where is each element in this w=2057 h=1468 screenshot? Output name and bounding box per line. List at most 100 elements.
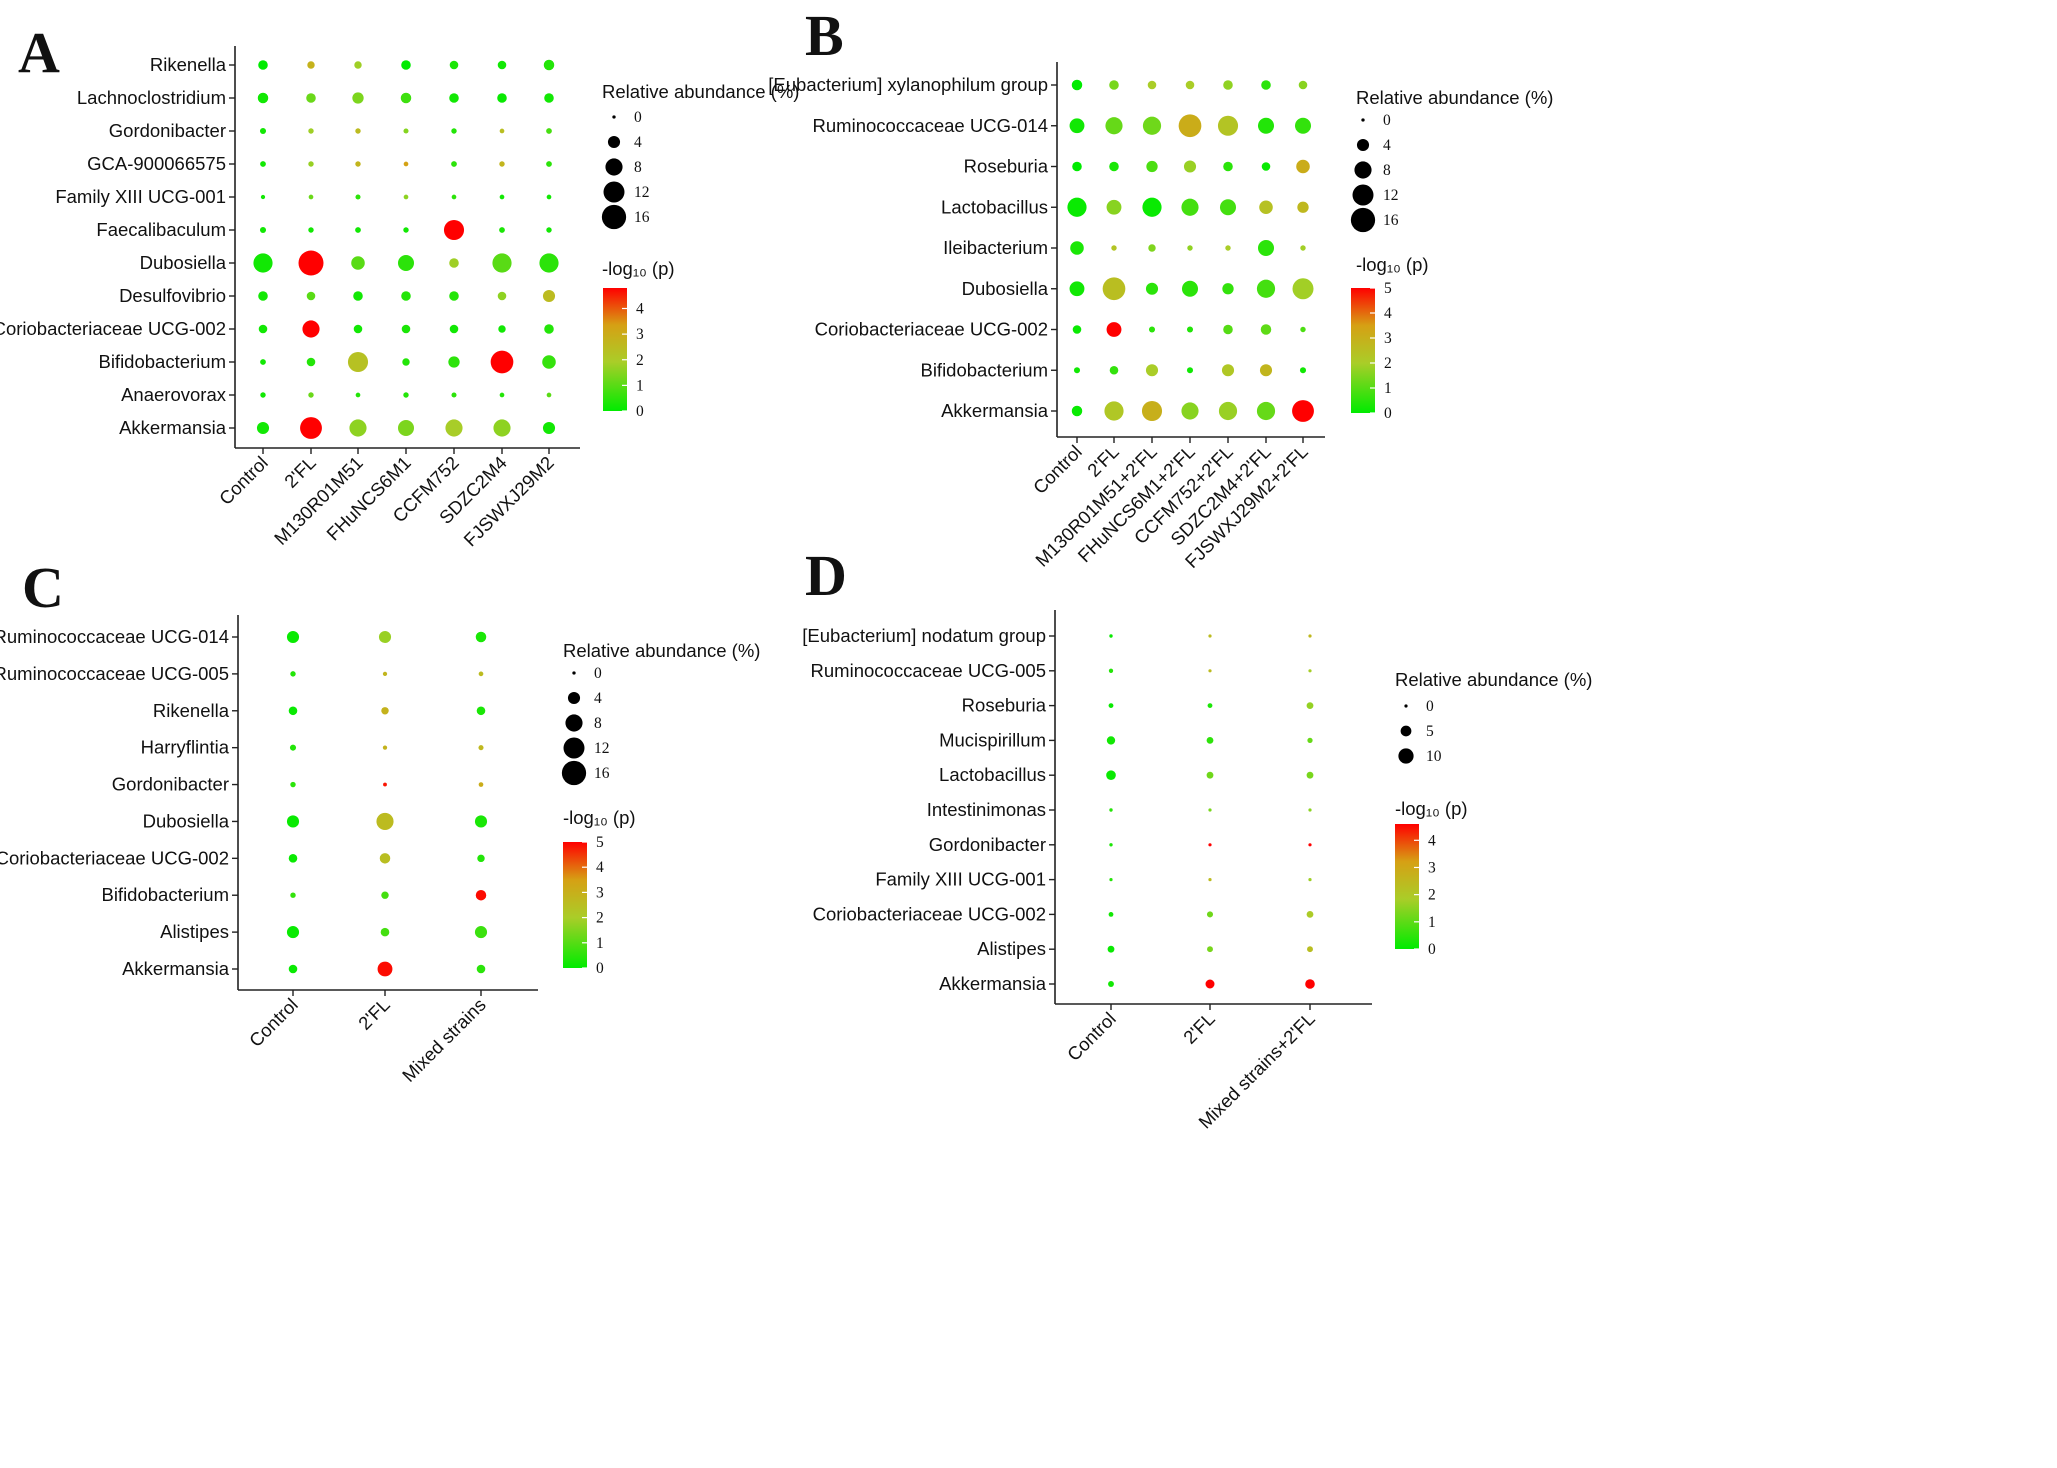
bubble-eubacterium-xylanophilum-group-2-fl (1109, 80, 1119, 90)
y-tick-label-coriobacteriaceae-ucg-002: Coriobacteriaceae UCG-002 (815, 319, 1048, 340)
bubble-ruminococcaceae-ucg-005-2-fl (1208, 669, 1212, 673)
y-tick-label-dubosiella: Dubosiella (140, 252, 227, 273)
bubble-bifidobacterium-ccfm752-2-fl (1221, 364, 1235, 377)
bubble-eubacterium-nodatum-group-control (1109, 634, 1113, 638)
x-tick-label-control: Control (1063, 1008, 1120, 1065)
bubble-dubosiella-2-fl (298, 250, 324, 276)
panel-b: B [Eubacterium] xylanophilum group Ruminoc… (768, 3, 1553, 572)
y-tick-label-rikenella: Rikenella (153, 700, 230, 721)
y-tick-label-eubacterium-nodatum-group: [Eubacterium] nodatum group (802, 625, 1046, 646)
bubble-dubosiella-mixed-strains (474, 815, 488, 828)
bubble-dubosiella-2-fl (376, 812, 394, 831)
y-tick-label-mucispirillum: Mucispirillum (939, 729, 1046, 750)
bubble-ruminococcaceae-ucg-005-control (1108, 668, 1114, 673)
panel-letter: B (805, 3, 844, 68)
bubble-faecalibaculum-fhuncs6m1 (403, 227, 409, 233)
bubble-dubosiella-fhuncs6m1-2-fl (1181, 280, 1199, 297)
bubble-gca-900066575-control (260, 161, 266, 167)
y-tick-label-coriobacteriaceae-ucg-002: Coriobacteriaceae UCG-002 (813, 903, 1046, 924)
color-legend-label: 1 (636, 377, 644, 394)
size-legend-label: 5 (1426, 723, 1434, 740)
bubble-ileibacterium-fjswxj29m2-2-fl (1300, 245, 1306, 251)
bubble-coriobacteriaceae-ucg-002-fjswxj29m2 (544, 324, 554, 334)
bubble-roseburia-mixed-strains-2-fl (1306, 702, 1314, 709)
bubble-dubosiella-control (1069, 281, 1085, 297)
y-tick-label-dubosiella: Dubosiella (962, 278, 1049, 299)
y-tick-label-alistipes: Alistipes (160, 921, 229, 942)
size-legend-title: Relative abundance (%) (1395, 669, 1592, 690)
bubble-dubosiella-sdzc2m4-2-fl (1256, 279, 1276, 298)
bubble-anaerovorax-m130r01m51 (355, 392, 361, 398)
bubble-lachnoclostridium-fhuncs6m1 (400, 92, 412, 104)
bubble-coriobacteriaceae-ucg-002-sdzc2m4 (498, 325, 506, 333)
bubble-alistipes-control (1107, 945, 1115, 953)
size-legend-label: 8 (594, 715, 602, 732)
bubble-bifidobacterium-m130r01m51 (347, 351, 369, 373)
size-legend-label: 8 (1383, 162, 1391, 179)
bubble-eubacterium-xylanophilum-group-control (1071, 79, 1083, 91)
bubble-dubosiella-fhuncs6m1 (397, 254, 415, 272)
color-legend-label: 0 (1428, 941, 1436, 958)
size-legend-label: 4 (634, 134, 642, 151)
bubble-coriobacteriaceae-ucg-002-fhuncs6m1 (401, 324, 411, 334)
bubble-dubosiella-m130r01m51 (351, 256, 365, 270)
bubble-coriobacteriaceae-ucg-002-fhuncs6m1-2-fl (1186, 326, 1194, 333)
bubble-harryflintia-2-fl (382, 745, 388, 750)
bubble-lachnoclostridium-control (257, 92, 269, 104)
bubble-rikenella-sdzc2m4 (497, 60, 507, 70)
bubble-lactobacillus-control (1067, 197, 1087, 217)
y-tick-label-faecalibaculum: Faecalibaculum (96, 219, 226, 240)
bubble-dubosiella-ccfm752-2-fl (1222, 283, 1234, 295)
bubble-gordonibacter-fjswxj29m2 (546, 128, 552, 134)
bubble-eubacterium-nodatum-group-mixed-strains-2-fl (1308, 634, 1312, 638)
bubble-roseburia-fhuncs6m1-2-fl (1183, 160, 1197, 173)
bubble-akkermansia-mixed-strains-2-fl (1305, 979, 1315, 989)
bubble-gca-900066575-fjswxj29m2 (546, 161, 552, 167)
bubble-anaerovorax-ccfm752 (451, 392, 457, 398)
bubble-lactobacillus-fjswxj29m2-2-fl (1297, 201, 1309, 213)
bubble-akkermansia-m130r01m51-2-fl (1141, 400, 1163, 422)
bubble-coriobacteriaceae-ucg-002-control (1072, 325, 1082, 334)
bubble-akkermansia-2-fl (1104, 401, 1124, 421)
bubble-ruminococcaceae-ucg-014-mixed-strains (475, 631, 487, 643)
x-tick-label-2-fl: 2'FL (1179, 1008, 1219, 1048)
bubble-gordonibacter-mixed-strains-2-fl (1308, 843, 1312, 847)
bubble-ruminococcaceae-ucg-014-2-fl (1105, 117, 1123, 135)
bubble-bifidobacterium-control (290, 892, 296, 898)
size-legend-label: 4 (1383, 137, 1391, 154)
bubble-bifidobacterium-fhuncs6m1 (402, 358, 410, 366)
bubble-gordonibacter-control (259, 127, 267, 135)
bubble-coriobacteriaceae-ucg-002-mixed-strains-2-fl (1306, 911, 1314, 918)
bubble-alistipes-2-fl (1207, 946, 1213, 953)
bubble-ruminococcaceae-ucg-005-2-fl (382, 671, 388, 677)
y-tick-label-desulfovibrio: Desulfovibrio (119, 285, 226, 306)
bubble-lactobacillus-sdzc2m4-2-fl (1259, 200, 1273, 215)
y-tick-label-ruminococcaceae-ucg-014: Ruminococcaceae UCG-014 (0, 626, 229, 647)
bubble-intestinimonas-control (1109, 808, 1113, 812)
bubble-gordonibacter-m130r01m51 (355, 128, 361, 134)
bubble-ruminococcaceae-ucg-014-fhuncs6m1-2-fl (1178, 114, 1202, 138)
size-legend-title: Relative abundance (%) (1356, 87, 1553, 108)
y-tick-label-gordonibacter: Gordonibacter (929, 834, 1046, 855)
bubble-anaerovorax-2-fl (308, 392, 314, 398)
bubble-ileibacterium-2-fl (1111, 245, 1117, 251)
bubble-lactobacillus-fhuncs6m1-2-fl (1181, 198, 1199, 216)
size-legend-label: 12 (594, 740, 610, 757)
size-legend-dot (1350, 207, 1376, 233)
color-legend-label: 5 (596, 834, 604, 851)
bubble-faecalibaculum-control (259, 226, 267, 234)
bubble-coriobacteriaceae-ucg-002-2-fl (1206, 911, 1214, 918)
bubble-lactobacillus-2-fl (1206, 771, 1214, 779)
bubble-lactobacillus-m130r01m51-2-fl (1142, 197, 1162, 217)
bubble-family-xiii-ucg-001-fjswxj29m2 (546, 194, 552, 200)
bubble-gordonibacter-mixed-strains (478, 782, 484, 787)
bubble-desulfovibrio-m130r01m51 (353, 291, 363, 301)
bubble-coriobacteriaceae-ucg-002-m130r01m51 (353, 324, 363, 334)
bubble-family-xiii-ucg-001-sdzc2m4 (499, 194, 505, 200)
y-tick-label-akkermansia: Akkermansia (941, 400, 1049, 421)
bubble-lactobacillus-control (1106, 770, 1116, 781)
x-tick-label-2-fl: 2'FL (280, 452, 320, 492)
size-legend-label: 8 (634, 159, 642, 176)
size-legend-label: 10 (1426, 748, 1442, 765)
bubble-alistipes-mixed-strains-2-fl (1307, 946, 1313, 953)
